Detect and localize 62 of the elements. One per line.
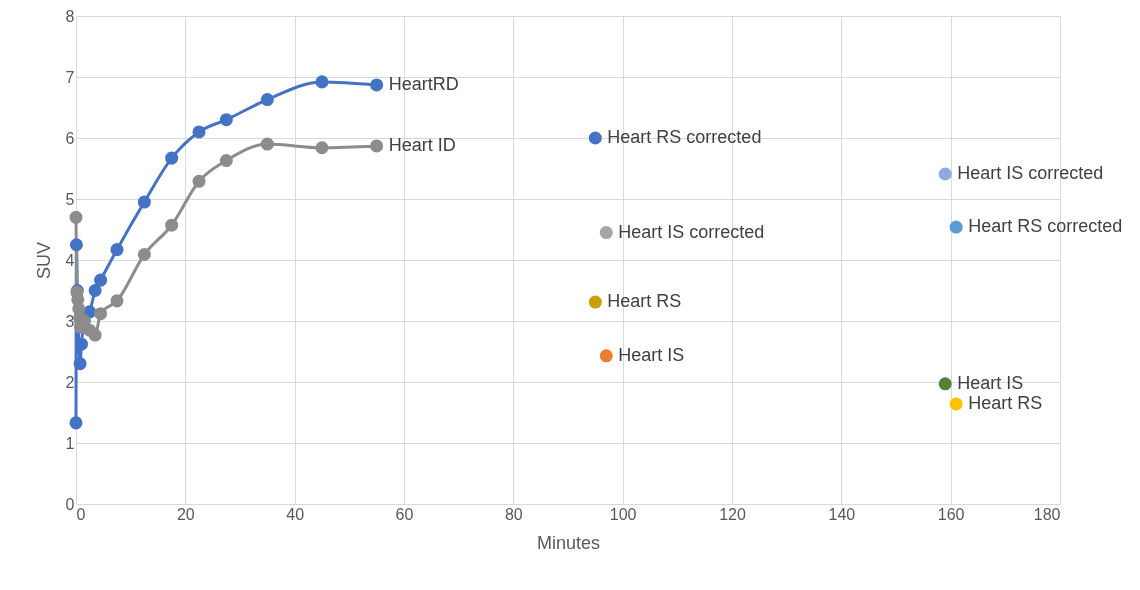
- point: [73, 357, 87, 371]
- series-label: Heart IS: [618, 344, 685, 365]
- x-tick-label: 120: [719, 505, 746, 523]
- point: [69, 238, 83, 252]
- series-label: Heart RS: [607, 291, 682, 312]
- y-tick-label: 2: [65, 373, 75, 391]
- point: [165, 218, 179, 232]
- point: [192, 125, 206, 139]
- point: [588, 295, 602, 309]
- y-tick-label: 6: [65, 129, 75, 147]
- y-tick-label: 3: [65, 312, 75, 330]
- point: [315, 75, 329, 89]
- point: [88, 283, 102, 298]
- point: [260, 93, 274, 107]
- point: [165, 151, 179, 165]
- series-label: Heart ID: [388, 134, 456, 155]
- series-label: Heart RS corrected: [607, 127, 762, 147]
- y-tick-label: 8: [65, 7, 75, 25]
- x-tick-label: 40: [286, 505, 305, 523]
- point: [599, 226, 613, 240]
- y-tick-label: 5: [65, 190, 75, 208]
- series-label: HeartRD: [388, 73, 459, 94]
- y-tick-label: 7: [65, 68, 75, 86]
- series-label: Heart RS corrected: [968, 216, 1123, 237]
- point: [110, 243, 124, 257]
- y-axis-title: SUV: [33, 241, 54, 280]
- series-label: Heart IS corrected: [957, 162, 1104, 183]
- point: [370, 78, 384, 92]
- x-axis-title: Minutes: [536, 532, 601, 553]
- point: [94, 307, 108, 321]
- point: [260, 137, 274, 151]
- point: [192, 174, 206, 188]
- x-tick-label: 160: [937, 505, 965, 523]
- x-tick-label: 180: [1033, 505, 1061, 523]
- series-label: Heart IS: [957, 372, 1024, 393]
- point: [219, 113, 233, 127]
- point: [219, 154, 233, 168]
- point: [588, 131, 602, 145]
- series-label: Heart IS corrected: [618, 221, 765, 242]
- point: [69, 416, 83, 430]
- x-tick-label: 80: [504, 505, 523, 523]
- y-tick-label: 4: [65, 251, 75, 269]
- point: [88, 328, 102, 342]
- point: [599, 349, 613, 363]
- x-tick-label: 60: [395, 505, 414, 523]
- series-label: Heart RS: [968, 392, 1043, 413]
- x-tick-label: 140: [828, 505, 856, 523]
- point: [938, 167, 952, 181]
- point: [315, 141, 329, 155]
- x-tick-label: 100: [609, 505, 637, 523]
- point: [137, 248, 151, 262]
- x-tick-label: 20: [176, 505, 195, 523]
- point: [949, 220, 963, 234]
- y-tick-label: 1: [65, 434, 75, 452]
- point: [949, 397, 963, 411]
- point: [137, 195, 151, 209]
- x-tick-label: 0: [76, 505, 86, 523]
- point: [94, 273, 108, 287]
- point: [370, 139, 384, 153]
- point: [110, 294, 124, 308]
- point: [69, 210, 83, 224]
- point: [938, 377, 952, 391]
